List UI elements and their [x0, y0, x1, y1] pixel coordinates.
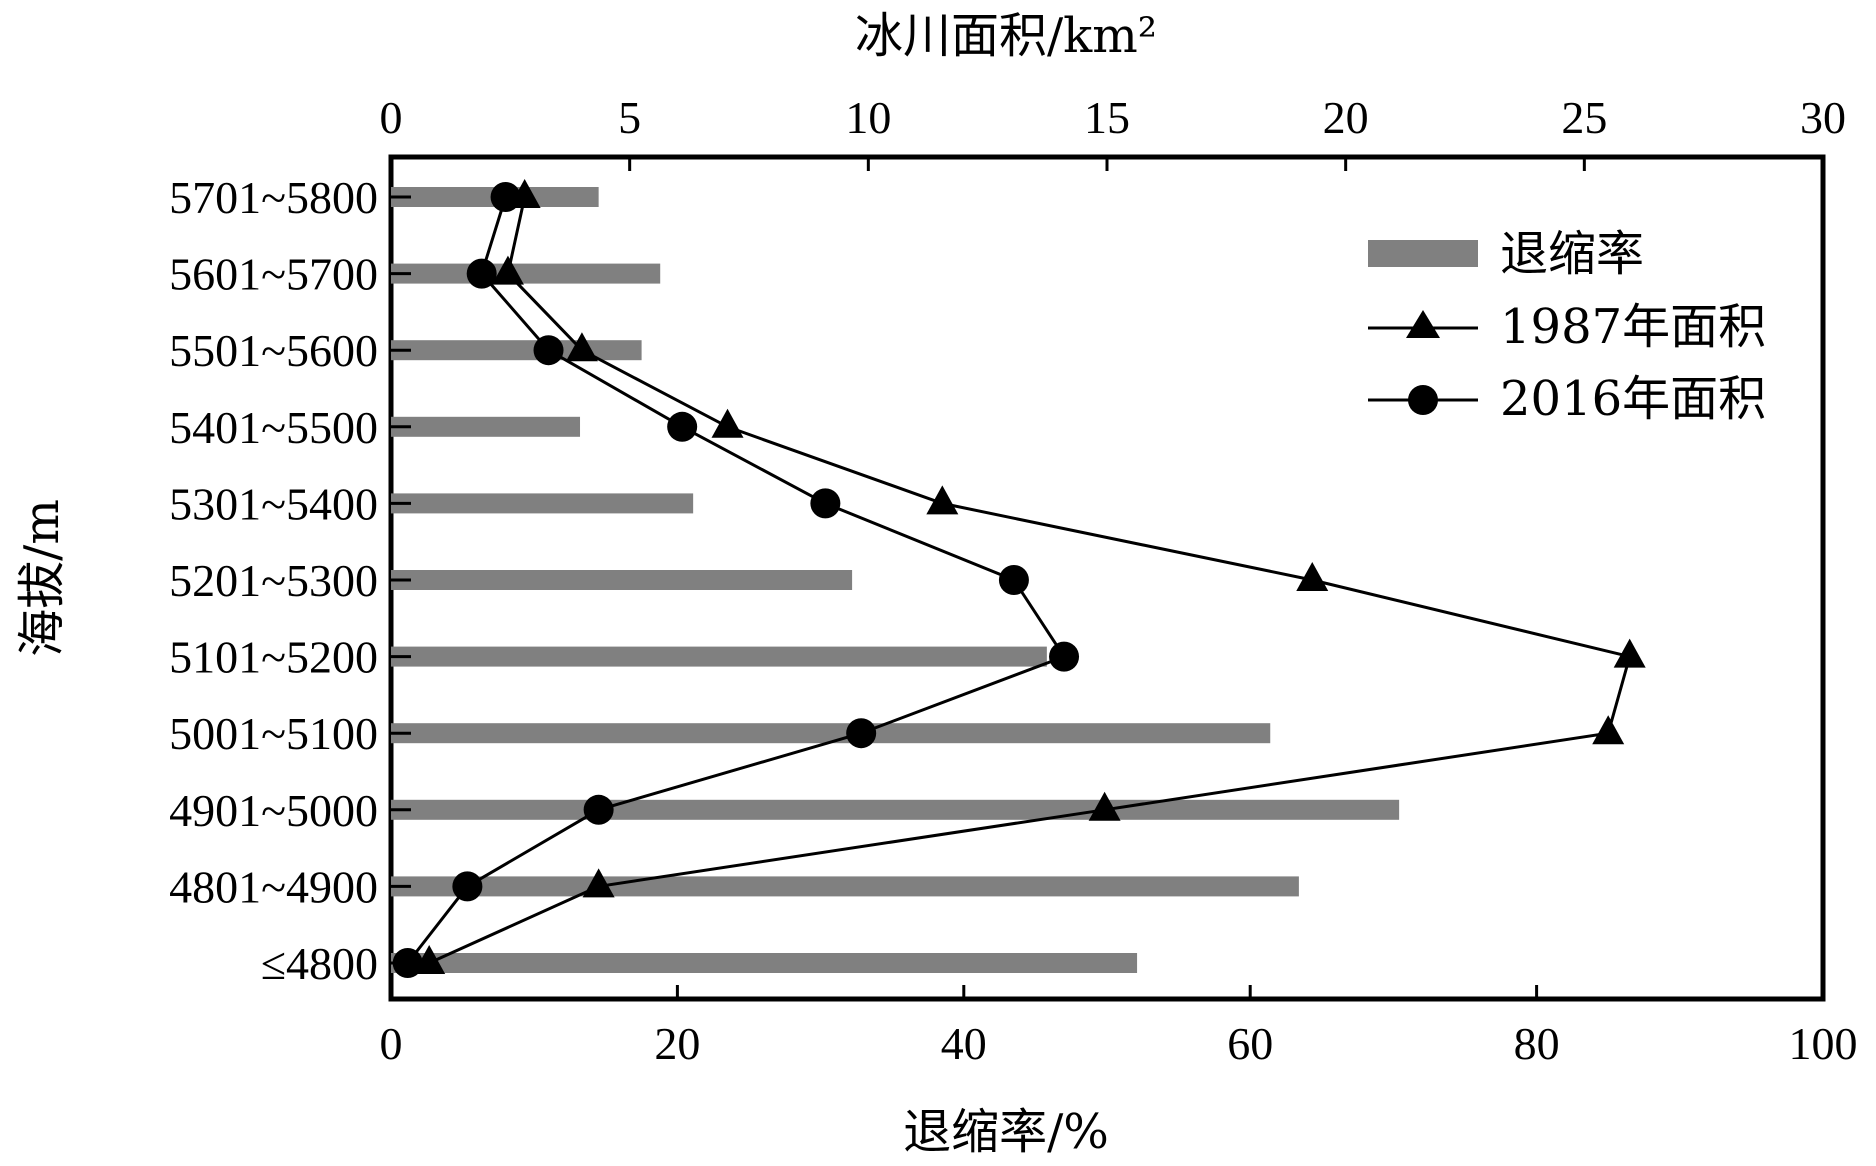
- point-2016-3: [846, 718, 877, 749]
- bar-2: [391, 799, 1400, 820]
- x-tick-label-bottom-2: 40: [941, 1018, 987, 1069]
- point-1987-5: [1296, 562, 1329, 591]
- y-tick-label-6: 5301~5400: [169, 478, 378, 529]
- bar-5: [391, 570, 853, 590]
- x-tick-label-bottom-5: 100: [1789, 1018, 1858, 1069]
- bar-1: [391, 876, 1299, 897]
- point-1987-7: [711, 408, 744, 438]
- line-group: [392, 179, 1646, 978]
- x-tick-label-top-6: 30: [1800, 92, 1846, 143]
- point-2016-7: [667, 411, 698, 442]
- x-tick-label-top-4: 20: [1323, 92, 1369, 143]
- y-tick-label-7: 5401~5500: [169, 402, 378, 453]
- legend-label-bar: 退缩率: [1500, 226, 1644, 282]
- y-axis-title: 海拔/m: [14, 499, 70, 657]
- point-1987-2: [1088, 791, 1121, 821]
- point-2016-9: [466, 258, 497, 289]
- x-axis-title-bottom: 退缩率/%: [903, 1104, 1109, 1160]
- point-1987-9: [491, 255, 524, 285]
- point-1987-4: [1613, 638, 1646, 668]
- point-1987-3: [1592, 715, 1625, 745]
- point-2016-2: [583, 794, 614, 825]
- bar-3: [391, 723, 1271, 744]
- point-2016-6: [810, 488, 841, 519]
- x-tick-label-top-1: 5: [618, 92, 641, 143]
- x-tick-label-bottom-0: 0: [380, 1018, 403, 1069]
- point-2016-4: [1049, 641, 1080, 672]
- point-1987-1: [582, 868, 615, 898]
- y-tick-label-9: 5601~5700: [169, 249, 378, 300]
- y-tick-label-3: 5001~5100: [169, 708, 378, 759]
- x-axis-title-top: 冰川面积/km²: [855, 8, 1157, 64]
- legend-label-2016: 2016年面积: [1500, 371, 1766, 427]
- x-tick-label-bottom-1: 20: [654, 1018, 700, 1069]
- bar-6: [391, 493, 694, 514]
- y-tick-label-4: 5101~5200: [169, 632, 378, 683]
- bar-0: [391, 953, 1138, 973]
- y-tick-label-8: 5501~5600: [169, 325, 378, 376]
- bar-7: [391, 416, 581, 437]
- bar-9: [391, 263, 661, 284]
- y-tick-label-2: 4901~5000: [169, 785, 378, 836]
- x-tick-label-top-2: 10: [845, 92, 891, 143]
- x-tick-label-top-3: 15: [1084, 92, 1130, 143]
- x-tick-label-bottom-4: 80: [1514, 1018, 1560, 1069]
- legend-swatch-bar: [1368, 240, 1478, 267]
- point-2016-8: [533, 335, 564, 366]
- y-tick-label-1: 4801~4900: [169, 861, 378, 912]
- legend: 退缩率 1987年面积 2016年面积: [1368, 226, 1766, 427]
- x-tick-label-bottom-3: 60: [1227, 1018, 1273, 1069]
- bar-8: [391, 340, 642, 361]
- x-tick-label-top-5: 25: [1561, 92, 1607, 143]
- bar-group: [391, 187, 1400, 973]
- bar-4: [391, 646, 1047, 667]
- x-tick-label-top-0: 0: [380, 92, 403, 143]
- point-2016-10: [490, 182, 521, 212]
- y-tick-label-10: 5701~5800: [169, 172, 378, 223]
- point-2016-5: [998, 565, 1029, 595]
- point-1987-8: [565, 332, 598, 362]
- point-1987-6: [926, 485, 959, 515]
- point-2016-1: [452, 871, 483, 902]
- y-tick-label-5: 5201~5300: [169, 555, 378, 606]
- legend-label-1987: 1987年面积: [1500, 299, 1766, 355]
- legend-marker-triangle: [1406, 310, 1440, 338]
- tick-group: 0 20 40 60 80 100 0 5 10 15 20 25 30 ≤4800 4801~4900 49…: [169, 92, 1857, 1069]
- y-tick-label-0: ≤4800: [261, 938, 378, 989]
- legend-marker-circle: [1408, 385, 1438, 415]
